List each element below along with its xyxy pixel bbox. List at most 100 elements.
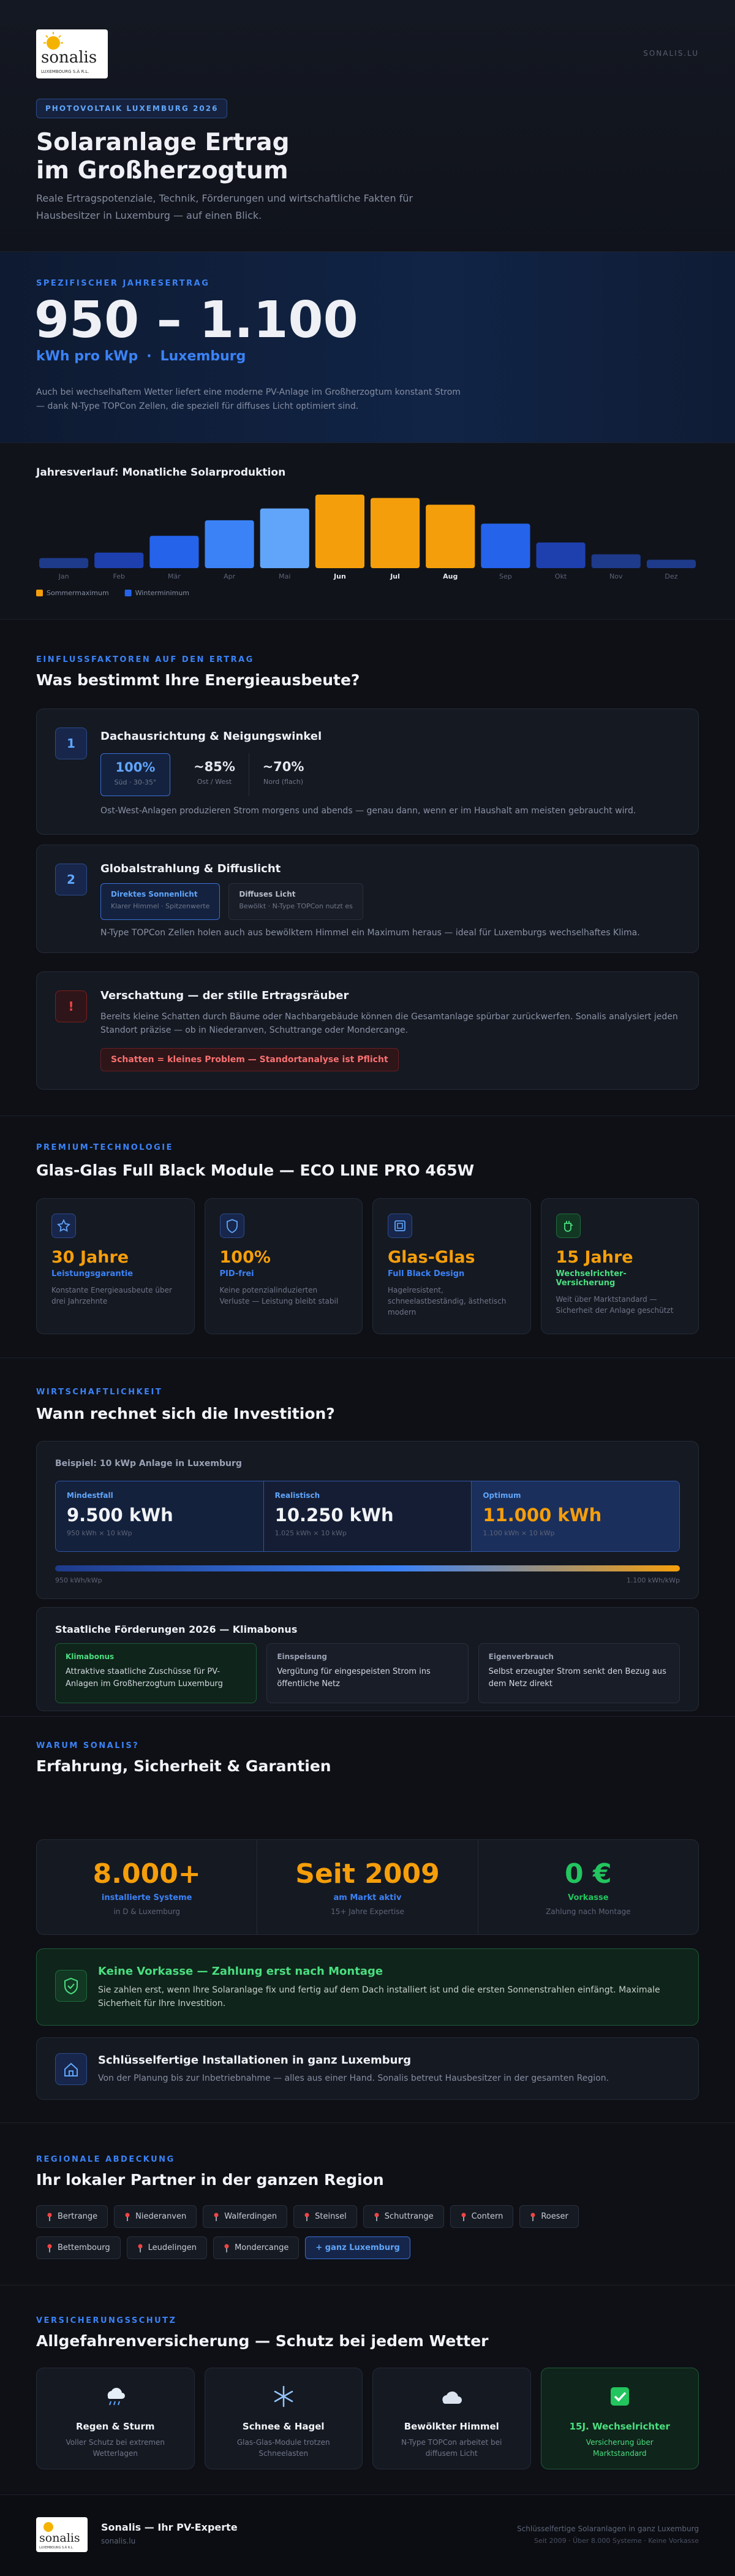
insurance-text: Voller Schutz bei extremen Wetterlagen: [66, 2438, 165, 2458]
section-heading: Allgefahrenversicherung — Schutz bei jed…: [36, 2332, 489, 2350]
feature-text: Weit über Marktstandard — Sicherheit der…: [556, 1295, 674, 1315]
stat-label: Nord (flach): [263, 778, 304, 786]
chip-label: Steinsel: [315, 2212, 347, 2221]
chip-label: Leudelingen: [148, 2243, 197, 2252]
scenario: Mindestfall 9.500 kWh 950 kWh × 10 kWp: [56, 1481, 263, 1551]
footer-facts: Seit 2009 · Über 8.000 Systeme · Keine V…: [534, 2537, 699, 2545]
pin-icon: [304, 2213, 309, 2221]
funding-item: Klimabonus Attraktive staatliche Zuschüss…: [55, 1643, 257, 1703]
yield-value: 950 – 1.100: [34, 291, 358, 349]
section-label: WARUM SONALIS?: [36, 1741, 140, 1750]
section-label: VERSICHERUNGSSCHUTZ: [36, 2316, 177, 2325]
stat-value: Seit 2009: [295, 1858, 440, 1890]
separator: ·: [146, 349, 152, 364]
region-chip[interactable]: Mondercange: [213, 2236, 300, 2259]
section-heading: Erfahrung, Sicherheit & Garantien: [36, 1757, 331, 1775]
card-number: 1: [55, 728, 87, 759]
stat-value: ~70%: [262, 759, 304, 774]
funding-text: Attraktive staatliche Zuschüsse für PV-A…: [66, 1667, 223, 1689]
card-number: !: [55, 990, 87, 1022]
region-chip[interactable]: Schuttrange: [363, 2205, 444, 2228]
section-label: PREMIUM-TECHNOLOGIE: [36, 1143, 174, 1152]
title: Solaranlage Ertrag im Großherzogtum: [36, 129, 290, 185]
scenario: Realistisch 10.250 kWh 1.025 kWh × 10 kWp: [263, 1481, 472, 1551]
bar: [646, 560, 696, 568]
feature-cards: 30 Jahre Leistungsgarantie Konstante Energ…: [36, 1198, 699, 1334]
pin-icon: [47, 2244, 52, 2252]
funding-title: Einspeisung: [277, 1652, 327, 1661]
info-card: Keine Vorkasse — Zahlung erst nach Monta…: [36, 1948, 699, 2026]
feature-card: 30 Jahre Leistungsgarantie Konstante Energ…: [36, 1198, 195, 1334]
pin-icon: [214, 2213, 219, 2221]
logo: sonalis LUXEMBOURG S.À R.L.: [36, 2517, 88, 2552]
card-title: Verschattung — der stille Ertragsräuber: [100, 989, 349, 1002]
title-line: Solaranlage Ertrag: [36, 129, 290, 156]
region-chip[interactable]: Steinsel: [293, 2205, 357, 2228]
light-box: Diffuses Licht Bewölkt · N-Type TOPCon nu…: [228, 883, 363, 920]
scenario-name: Mindestfall: [67, 1491, 113, 1500]
scenario-name: Optimum: [483, 1491, 521, 1500]
example-title: Beispiel: 10 kWp Anlage in Luxemburg: [55, 1459, 242, 1468]
region-chip[interactable]: Contern: [450, 2205, 514, 2228]
funding-card: Staatliche Förderungen 2026 — Klimabonus…: [36, 1607, 699, 1711]
footer: sonalis LUXEMBOURG S.À R.L. Sonalis — Ih…: [0, 2494, 735, 2576]
stat-value: ~85%: [194, 759, 235, 774]
stat: 100% Süd · 30-35°: [100, 753, 170, 796]
icon: [55, 1970, 87, 2002]
footer-site[interactable]: sonalis.lu: [101, 2537, 136, 2545]
funding-text: Selbst erzeugter Strom senkt den Bezug a…: [488, 1667, 666, 1689]
feature-card: 100% PID-frei Keine potenzialinduzierten V…: [204, 1198, 363, 1334]
legend-swatch: [36, 590, 43, 596]
range-min: 950 kWh/kWp: [55, 1576, 102, 1584]
insurance-cards: Regen & Sturm Voller Schutz bei extremen …: [36, 2368, 699, 2469]
feature-value: 30 Jahre: [51, 1248, 129, 1267]
region-chip[interactable]: Roeser: [519, 2205, 579, 2228]
x-tick-label: Jun: [333, 572, 346, 580]
footer-tagline: Schlüsselfertige Solaranlagen in ganz Lu…: [517, 2525, 699, 2533]
x-tick-label: Feb: [113, 572, 125, 580]
logo-text: sonalis: [41, 48, 97, 67]
card-text: Von der Planung bis zur Inbetriebnahme —…: [98, 2073, 609, 2083]
logo-tagline: LUXEMBOURG S.À R.L.: [41, 69, 89, 74]
chip-label: Bettembourg: [58, 2243, 110, 2252]
region-chip[interactable]: Walferdingen: [203, 2205, 288, 2228]
pin-icon: [125, 2213, 130, 2221]
yield-unit: kWh pro kWp · Luxemburg: [36, 349, 246, 364]
box-title: Diffuses Licht: [239, 890, 296, 899]
funding-item: Eigenverbrauch Selbst erzeugter Strom sen…: [478, 1643, 680, 1703]
region-chip[interactable]: Bertrange: [36, 2205, 108, 2228]
pin-icon: [374, 2213, 379, 2221]
region-chip[interactable]: + ganz Luxemburg: [305, 2236, 410, 2259]
stat-label: installierte Systeme: [101, 1893, 192, 1902]
region-chip[interactable]: Niederanven: [114, 2205, 197, 2228]
chart-section: Jahresverlauf: Monatliche Solarproduktio…: [0, 443, 735, 619]
card-title: Dachausrichtung & Neigungswinkel: [100, 730, 322, 743]
region-chip[interactable]: Bettembourg: [36, 2236, 121, 2259]
stat: 0 € Vorkasse Zahlung nach Montage: [477, 1840, 698, 1934]
factor-card: 2 Globalstrahlung & Diffuslicht Direktes…: [36, 845, 699, 953]
title-line: im Großherzogtum: [36, 157, 288, 184]
insurance-title: Regen & Sturm: [75, 2421, 155, 2432]
site-link[interactable]: SONALIS.LU: [643, 49, 699, 58]
chip-label: Niederanven: [135, 2212, 187, 2221]
bar: [426, 504, 475, 568]
stat-detail: in D & Luxemburg: [113, 1907, 180, 1916]
section-heading: Glas-Glas Full Black Module — ECO LINE P…: [36, 1161, 475, 1179]
bar: [94, 552, 144, 568]
stat: ~85% Ost / West: [180, 753, 249, 796]
feature-card: 15 Jahre Wechselrichter-Versicherung Weit …: [540, 1198, 699, 1334]
feature-text: Hagelresistent, schneelastbeständig, äst…: [388, 1286, 507, 1316]
footer-name: Sonalis — Ihr PV-Experte: [101, 2521, 238, 2533]
bar: [591, 554, 641, 568]
x-tick-label: Sep: [499, 572, 512, 580]
yield-description: Auch bei wechselhaftem Wetter liefert ei…: [36, 387, 461, 411]
stat-value: 100%: [115, 760, 156, 775]
light-box: Direktes Sonnenlicht Klarer Himmel · Spit…: [100, 883, 221, 920]
section-heading: Wann rechnet sich die Investition?: [36, 1405, 335, 1423]
pin-icon: [47, 2213, 52, 2221]
insurance-section: VERSICHERUNGSSCHUTZ Allgefahrenversicher…: [0, 2285, 735, 2494]
insurance-card: Regen & Sturm Voller Schutz bei extremen …: [36, 2368, 195, 2469]
subtitle: Reale Ertragspotenziale, Technik, Förder…: [36, 192, 413, 221]
region-chip[interactable]: Leudelingen: [126, 2236, 208, 2259]
